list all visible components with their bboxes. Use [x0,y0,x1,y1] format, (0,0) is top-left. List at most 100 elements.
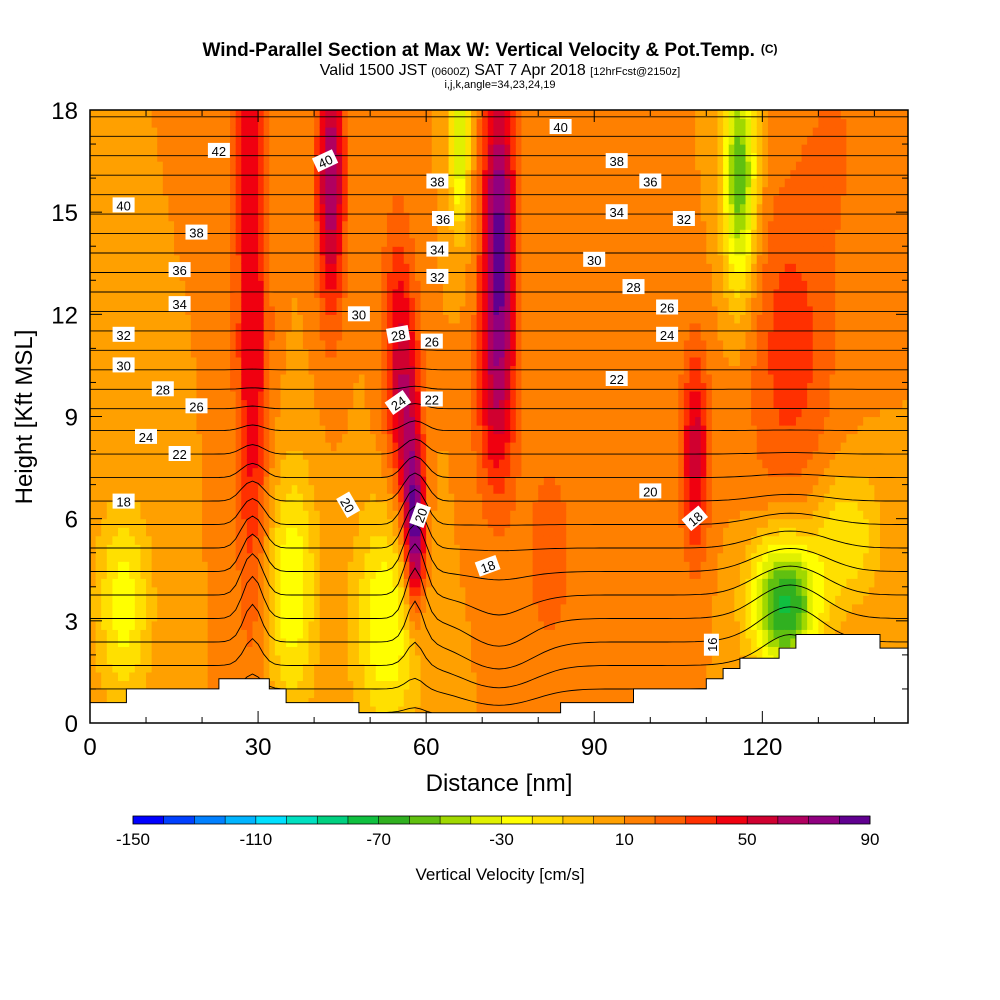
field-cell [230,535,237,545]
field-cell [123,450,130,460]
field-cell [202,212,209,222]
field-cell [459,390,466,401]
field-cell [286,373,293,384]
field-cell [465,390,472,401]
field-cell [302,612,310,622]
field-cell [330,493,338,503]
field-cell [342,688,349,699]
field-cell [375,535,382,545]
field-cell [258,356,265,367]
field-cell [308,288,315,298]
field-cell [459,382,466,392]
field-cell [129,467,136,477]
field-cell [235,305,242,315]
field-cell [112,467,119,477]
field-cell [454,144,461,154]
field-cell [297,518,304,528]
field-cell [454,271,461,281]
field-cell [381,339,388,349]
field-cell [258,135,265,145]
field-cell [213,442,220,452]
field-cell [101,476,108,486]
field-cell [190,331,198,341]
field-cell [308,561,315,571]
field-cell [129,425,136,435]
field-cell [252,646,259,656]
field-cell [470,654,478,664]
field-cell [426,680,433,690]
field-cell [420,425,427,435]
field-cell [314,459,321,469]
field-cell [291,552,298,562]
field-cell [302,544,310,554]
field-cell [414,450,422,460]
field-cell [375,399,382,409]
field-cell [118,178,125,188]
field-cell [353,348,360,358]
field-cell [174,399,181,409]
field-cell [336,169,343,179]
field-cell [95,663,102,673]
field-cell [123,425,130,435]
field-cell [179,552,186,562]
field-cell [246,161,254,171]
field-cell [442,314,450,324]
field-cell [308,356,315,367]
field-cell [347,407,354,418]
field-cell [314,688,321,699]
field-cell [129,663,136,673]
field-cell [218,510,226,520]
field-cell [286,663,293,673]
field-cell [95,629,102,639]
field-cell [442,297,450,307]
field-cell [151,169,158,179]
field-cell [118,535,125,545]
field-cell [336,595,343,605]
field-cell [414,220,422,230]
field-cell [308,433,315,443]
field-cell [409,484,416,494]
field-cell [386,152,394,162]
field-cell [325,135,332,145]
field-cell [207,331,214,341]
field-cell [370,127,377,137]
field-cell [207,212,214,222]
field-cell [90,382,97,392]
field-cell [106,629,114,639]
field-cell [364,331,371,341]
field-cell [118,450,125,460]
field-cell [218,552,226,562]
field-cell [118,671,125,682]
field-cell [246,595,254,605]
field-cell [246,578,254,588]
field-cell [95,603,102,613]
field-cell [414,705,422,716]
field-cell [291,297,298,307]
field-cell [286,254,293,264]
field-cell [370,331,377,341]
field-cell [297,493,304,503]
field-cell [235,654,242,664]
field-cell [291,654,298,664]
field-cell [286,288,293,298]
field-cell [302,314,310,324]
field-cell [118,280,125,290]
field-cell [123,544,130,554]
field-cell [437,118,444,128]
field-cell [202,178,209,188]
field-cell [437,263,444,273]
field-cell [358,110,366,120]
field-cell [157,663,164,673]
field-cell [286,569,293,579]
field-cell [106,263,114,273]
field-cell [218,416,226,426]
field-cell [274,680,282,690]
field-cell [364,110,371,120]
field-cell [325,263,332,273]
field-cell [179,161,186,171]
field-cell [286,331,293,341]
field-cell [280,297,287,307]
field-cell [218,663,226,673]
field-cell [381,561,388,571]
field-cell [291,305,298,315]
